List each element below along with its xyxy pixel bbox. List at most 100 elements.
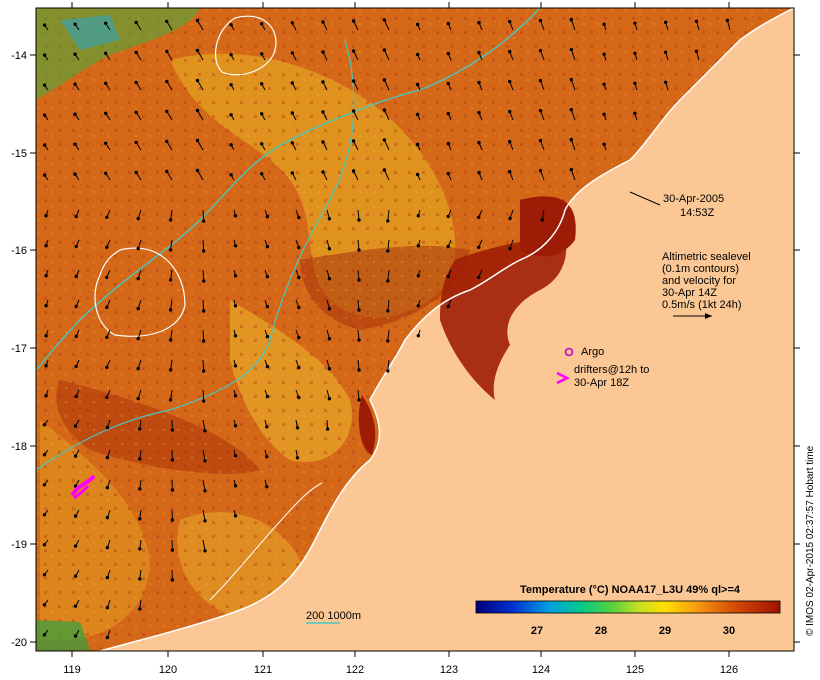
velocity-vector [202, 509, 206, 521]
velocity-vector [387, 269, 390, 281]
velocity-vector-head [327, 397, 332, 401]
velocity-vector-head [602, 82, 606, 87]
velocity-vector-head [694, 19, 699, 23]
velocity-vector [570, 79, 576, 91]
velocity-vector-head [538, 78, 543, 83]
velocity-vector-head [168, 368, 173, 372]
velocity-vector-head [195, 48, 200, 53]
velocity-vector-head [265, 485, 269, 489]
velocity-vector-head [74, 334, 78, 339]
altimetry-legend-line: 0.5m/s (1kt 24h) [662, 299, 741, 311]
velocity-vector-head [297, 275, 301, 280]
velocity-vector-head [42, 603, 47, 607]
velocity-vector-head [265, 394, 270, 399]
velocity-vector-head [138, 577, 142, 581]
velocity-vector [570, 19, 576, 31]
velocity-vector-head [73, 82, 77, 86]
velocity-vector-head [138, 487, 142, 491]
plot-frame [35, 7, 795, 652]
velocity-scale-arrowhead [705, 313, 712, 319]
velocity-vector-head [203, 429, 207, 433]
velocity-vector-head [233, 424, 238, 428]
longitude-axis: 119 120 121 122 123 124 125 126 [63, 2, 738, 676]
velocity-vector-head [44, 274, 48, 278]
velocity-vector-head [229, 53, 233, 57]
drifters-legend-line: 30-Apr 18Z [574, 377, 629, 389]
velocity-vector-head [134, 20, 138, 25]
velocity-vector-head [42, 633, 47, 637]
velocity-vector [570, 109, 576, 121]
velocity-vector-head [136, 306, 140, 311]
velocity-vector-head [602, 52, 606, 56]
velocity-vector-head [725, 18, 730, 22]
velocity-vector-head [104, 171, 108, 176]
lat-tick-label: -14 [11, 50, 27, 62]
velocity-vector-head [446, 214, 450, 219]
velocity-vector-head [104, 81, 108, 86]
lon-tick-label: 119 [63, 664, 81, 676]
colorbar-tick: 29 [659, 625, 671, 637]
velocity-vector-head [42, 453, 47, 457]
velocity-vector-head [73, 22, 77, 26]
velocity-vector-head [44, 394, 48, 398]
velocity-vector-head [351, 169, 356, 173]
velocity-vector-head [633, 111, 637, 116]
velocity-vector-head [73, 172, 77, 176]
velocity-vector-head [508, 19, 512, 24]
velocity-vector-head [202, 219, 206, 223]
velocity-vector-head [386, 219, 390, 223]
velocity-vector-head [233, 364, 238, 368]
velocity-vector-head [170, 428, 175, 432]
velocity-vector-head [327, 247, 332, 251]
velocity-vector [202, 449, 206, 461]
lon-tick-label: 120 [159, 664, 177, 676]
velocity-vector-head [297, 365, 301, 370]
lat-tick-label: -15 [11, 148, 27, 160]
velocity-vector-head [73, 484, 78, 488]
velocity-vector [197, 20, 204, 31]
velocity-vector-head [74, 214, 78, 219]
velocity-vector-head [73, 604, 78, 608]
velocity-vector-head [229, 113, 233, 117]
velocity-vector-head [233, 274, 238, 278]
velocity-vector-head [73, 574, 78, 578]
velocity-vector [197, 110, 204, 121]
velocity-vector-head [165, 19, 169, 24]
lat-tick-label: -20 [11, 637, 27, 649]
velocity-vector-head [202, 369, 206, 373]
velocity-vector-head [351, 109, 356, 113]
velocity-vector-head [138, 427, 142, 431]
colorbar-title: Temperature (°C) NOAA17_L3U 49% ql>=4 [520, 584, 741, 596]
velocity-vector [383, 139, 390, 151]
velocity-vector-head [168, 308, 173, 312]
velocity-vector-head [195, 168, 200, 173]
velocity-vector-head [104, 51, 108, 55]
velocity-vector-head [104, 141, 108, 146]
altimetry-legend-line: 30-Apr 14Z [662, 287, 717, 299]
velocity-vector-head [325, 427, 330, 431]
velocity-vector [197, 50, 204, 61]
velocity-vector-head [382, 138, 387, 142]
argo-label: Argo [581, 346, 604, 358]
lon-tick-label: 125 [626, 664, 644, 676]
velocity-vector-head [229, 83, 233, 87]
velocity-vector-head [195, 18, 200, 23]
velocity-vector-head [260, 22, 264, 26]
velocity-vector-head [44, 304, 48, 308]
velocity-vector-head [290, 111, 294, 115]
sealevel-contour [214, 15, 277, 76]
cloud-noise-patch [36, 620, 90, 651]
altimetry-legend-line: Altimetric sealevel [662, 251, 751, 263]
velocity-vector-head [382, 48, 387, 52]
velocity-vector-head [229, 173, 233, 177]
velocity-vector-head [295, 426, 300, 430]
velocity-vector-head [415, 142, 420, 147]
velocity-vector-head [327, 277, 332, 281]
velocity-vector-head [203, 549, 207, 553]
velocity-vector-head [73, 544, 78, 548]
velocity-vector-head [321, 50, 325, 54]
velocity-vector-head [170, 488, 175, 492]
velocity-vector-head [138, 517, 142, 521]
altimetry-legend-line: (0.1m contours) [662, 263, 739, 275]
velocity-vector-head [42, 573, 47, 577]
